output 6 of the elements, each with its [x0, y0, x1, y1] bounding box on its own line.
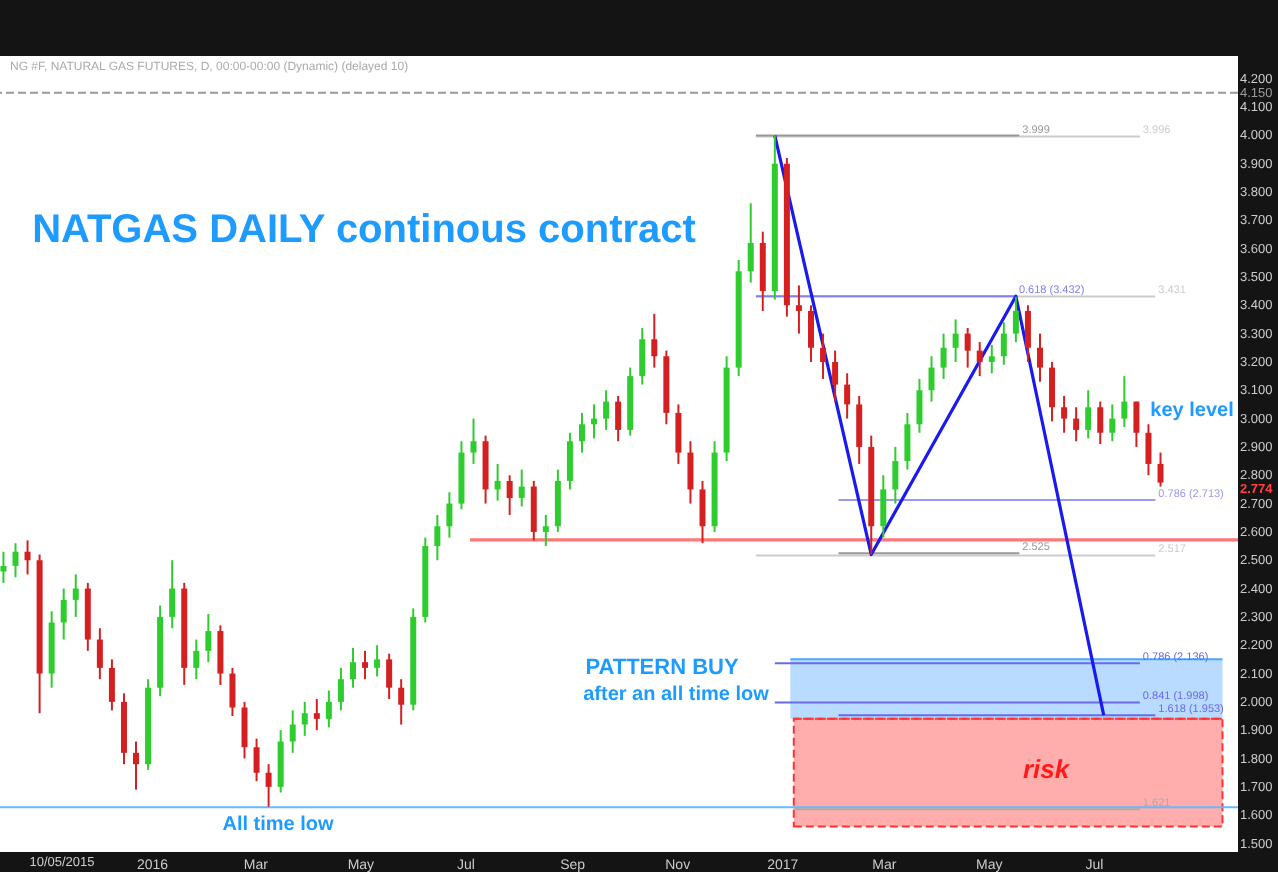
- annotation: after an all time low: [583, 684, 770, 706]
- annotation: All time low: [222, 814, 334, 836]
- annotation: risk: [1022, 754, 1071, 784]
- annotation: PATTERN BUY: [585, 656, 740, 680]
- text: NATGAS DAILY continous contract: [32, 208, 697, 252]
- annotation: key level: [1150, 400, 1235, 422]
